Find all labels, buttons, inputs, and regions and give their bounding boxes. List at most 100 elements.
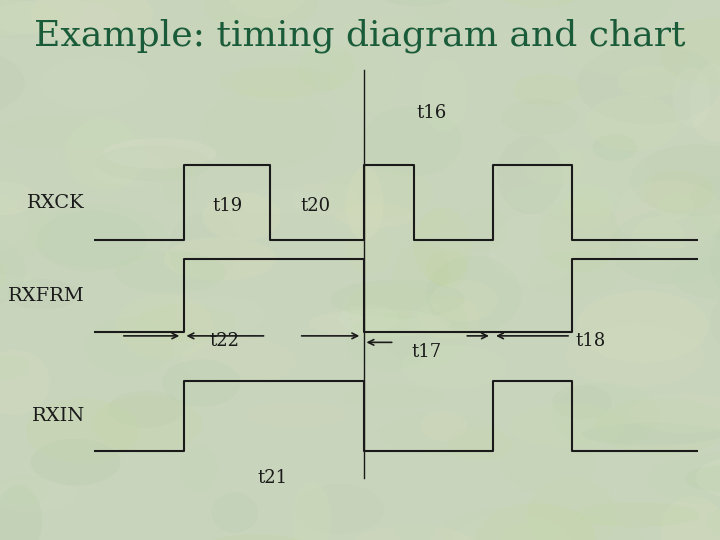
Ellipse shape — [276, 25, 351, 54]
Text: RXFRM: RXFRM — [8, 287, 85, 305]
Ellipse shape — [631, 393, 720, 433]
Ellipse shape — [86, 318, 174, 376]
Ellipse shape — [576, 502, 699, 527]
Ellipse shape — [510, 404, 624, 448]
Text: t19: t19 — [212, 197, 243, 215]
Ellipse shape — [228, 189, 332, 213]
Text: t16: t16 — [417, 104, 447, 123]
Ellipse shape — [706, 506, 720, 539]
Ellipse shape — [565, 325, 705, 387]
Ellipse shape — [350, 524, 477, 540]
Ellipse shape — [660, 17, 720, 86]
Ellipse shape — [359, 0, 477, 6]
Ellipse shape — [609, 209, 720, 284]
Ellipse shape — [523, 140, 584, 185]
Ellipse shape — [0, 0, 120, 36]
Ellipse shape — [336, 211, 467, 256]
Ellipse shape — [161, 161, 197, 204]
Ellipse shape — [189, 534, 325, 540]
Ellipse shape — [618, 66, 681, 98]
Ellipse shape — [689, 64, 720, 141]
Ellipse shape — [329, 39, 400, 113]
Ellipse shape — [462, 208, 508, 251]
Ellipse shape — [40, 57, 148, 110]
Ellipse shape — [346, 227, 393, 275]
Ellipse shape — [0, 192, 27, 254]
Ellipse shape — [615, 180, 720, 248]
Ellipse shape — [508, 515, 561, 540]
Ellipse shape — [576, 291, 708, 363]
Ellipse shape — [420, 411, 467, 441]
Ellipse shape — [656, 238, 720, 300]
Ellipse shape — [672, 254, 720, 301]
Ellipse shape — [685, 465, 720, 492]
Ellipse shape — [343, 14, 446, 43]
Ellipse shape — [594, 398, 720, 455]
Ellipse shape — [392, 242, 449, 307]
Ellipse shape — [0, 485, 42, 540]
Ellipse shape — [501, 516, 644, 540]
Text: t17: t17 — [411, 343, 441, 361]
Ellipse shape — [292, 481, 331, 540]
Ellipse shape — [442, 509, 577, 540]
Ellipse shape — [400, 345, 507, 389]
Ellipse shape — [66, 117, 147, 190]
Ellipse shape — [338, 303, 479, 375]
Ellipse shape — [336, 204, 415, 228]
Ellipse shape — [696, 456, 720, 500]
Text: t18: t18 — [575, 332, 606, 350]
Ellipse shape — [292, 183, 358, 215]
Ellipse shape — [115, 251, 226, 294]
Ellipse shape — [414, 207, 472, 285]
Ellipse shape — [180, 446, 217, 492]
Ellipse shape — [689, 176, 720, 238]
Ellipse shape — [630, 144, 720, 217]
Ellipse shape — [0, 350, 50, 415]
Ellipse shape — [586, 95, 680, 151]
Ellipse shape — [506, 181, 618, 215]
Ellipse shape — [323, 169, 434, 218]
Ellipse shape — [0, 475, 49, 506]
Ellipse shape — [378, 413, 503, 455]
Ellipse shape — [475, 503, 595, 540]
Ellipse shape — [577, 44, 720, 125]
Ellipse shape — [0, 0, 86, 38]
Ellipse shape — [164, 237, 276, 280]
Ellipse shape — [92, 395, 202, 453]
Ellipse shape — [582, 423, 720, 445]
Ellipse shape — [540, 146, 652, 215]
Ellipse shape — [558, 0, 672, 32]
Ellipse shape — [0, 163, 24, 215]
Ellipse shape — [346, 313, 431, 371]
Ellipse shape — [0, 181, 37, 215]
Ellipse shape — [175, 296, 266, 332]
Ellipse shape — [116, 294, 214, 359]
Ellipse shape — [30, 205, 167, 268]
Ellipse shape — [0, 235, 25, 307]
Ellipse shape — [63, 118, 141, 195]
Ellipse shape — [30, 0, 153, 44]
Ellipse shape — [308, 309, 451, 338]
Ellipse shape — [202, 193, 281, 240]
Ellipse shape — [181, 15, 282, 51]
Ellipse shape — [135, 304, 236, 342]
Ellipse shape — [657, 193, 694, 221]
Text: t22: t22 — [210, 332, 240, 350]
Ellipse shape — [233, 60, 317, 104]
Ellipse shape — [0, 192, 50, 265]
Ellipse shape — [564, 29, 690, 76]
Ellipse shape — [539, 198, 621, 273]
Ellipse shape — [417, 296, 480, 339]
Ellipse shape — [513, 73, 580, 106]
Ellipse shape — [338, 305, 398, 333]
Ellipse shape — [0, 354, 30, 380]
Ellipse shape — [711, 288, 720, 356]
Ellipse shape — [461, 225, 545, 279]
Ellipse shape — [203, 0, 318, 31]
Ellipse shape — [330, 280, 464, 319]
Ellipse shape — [0, 50, 24, 115]
Ellipse shape — [103, 138, 216, 168]
Ellipse shape — [490, 213, 577, 285]
Ellipse shape — [493, 0, 585, 8]
Ellipse shape — [92, 150, 167, 187]
